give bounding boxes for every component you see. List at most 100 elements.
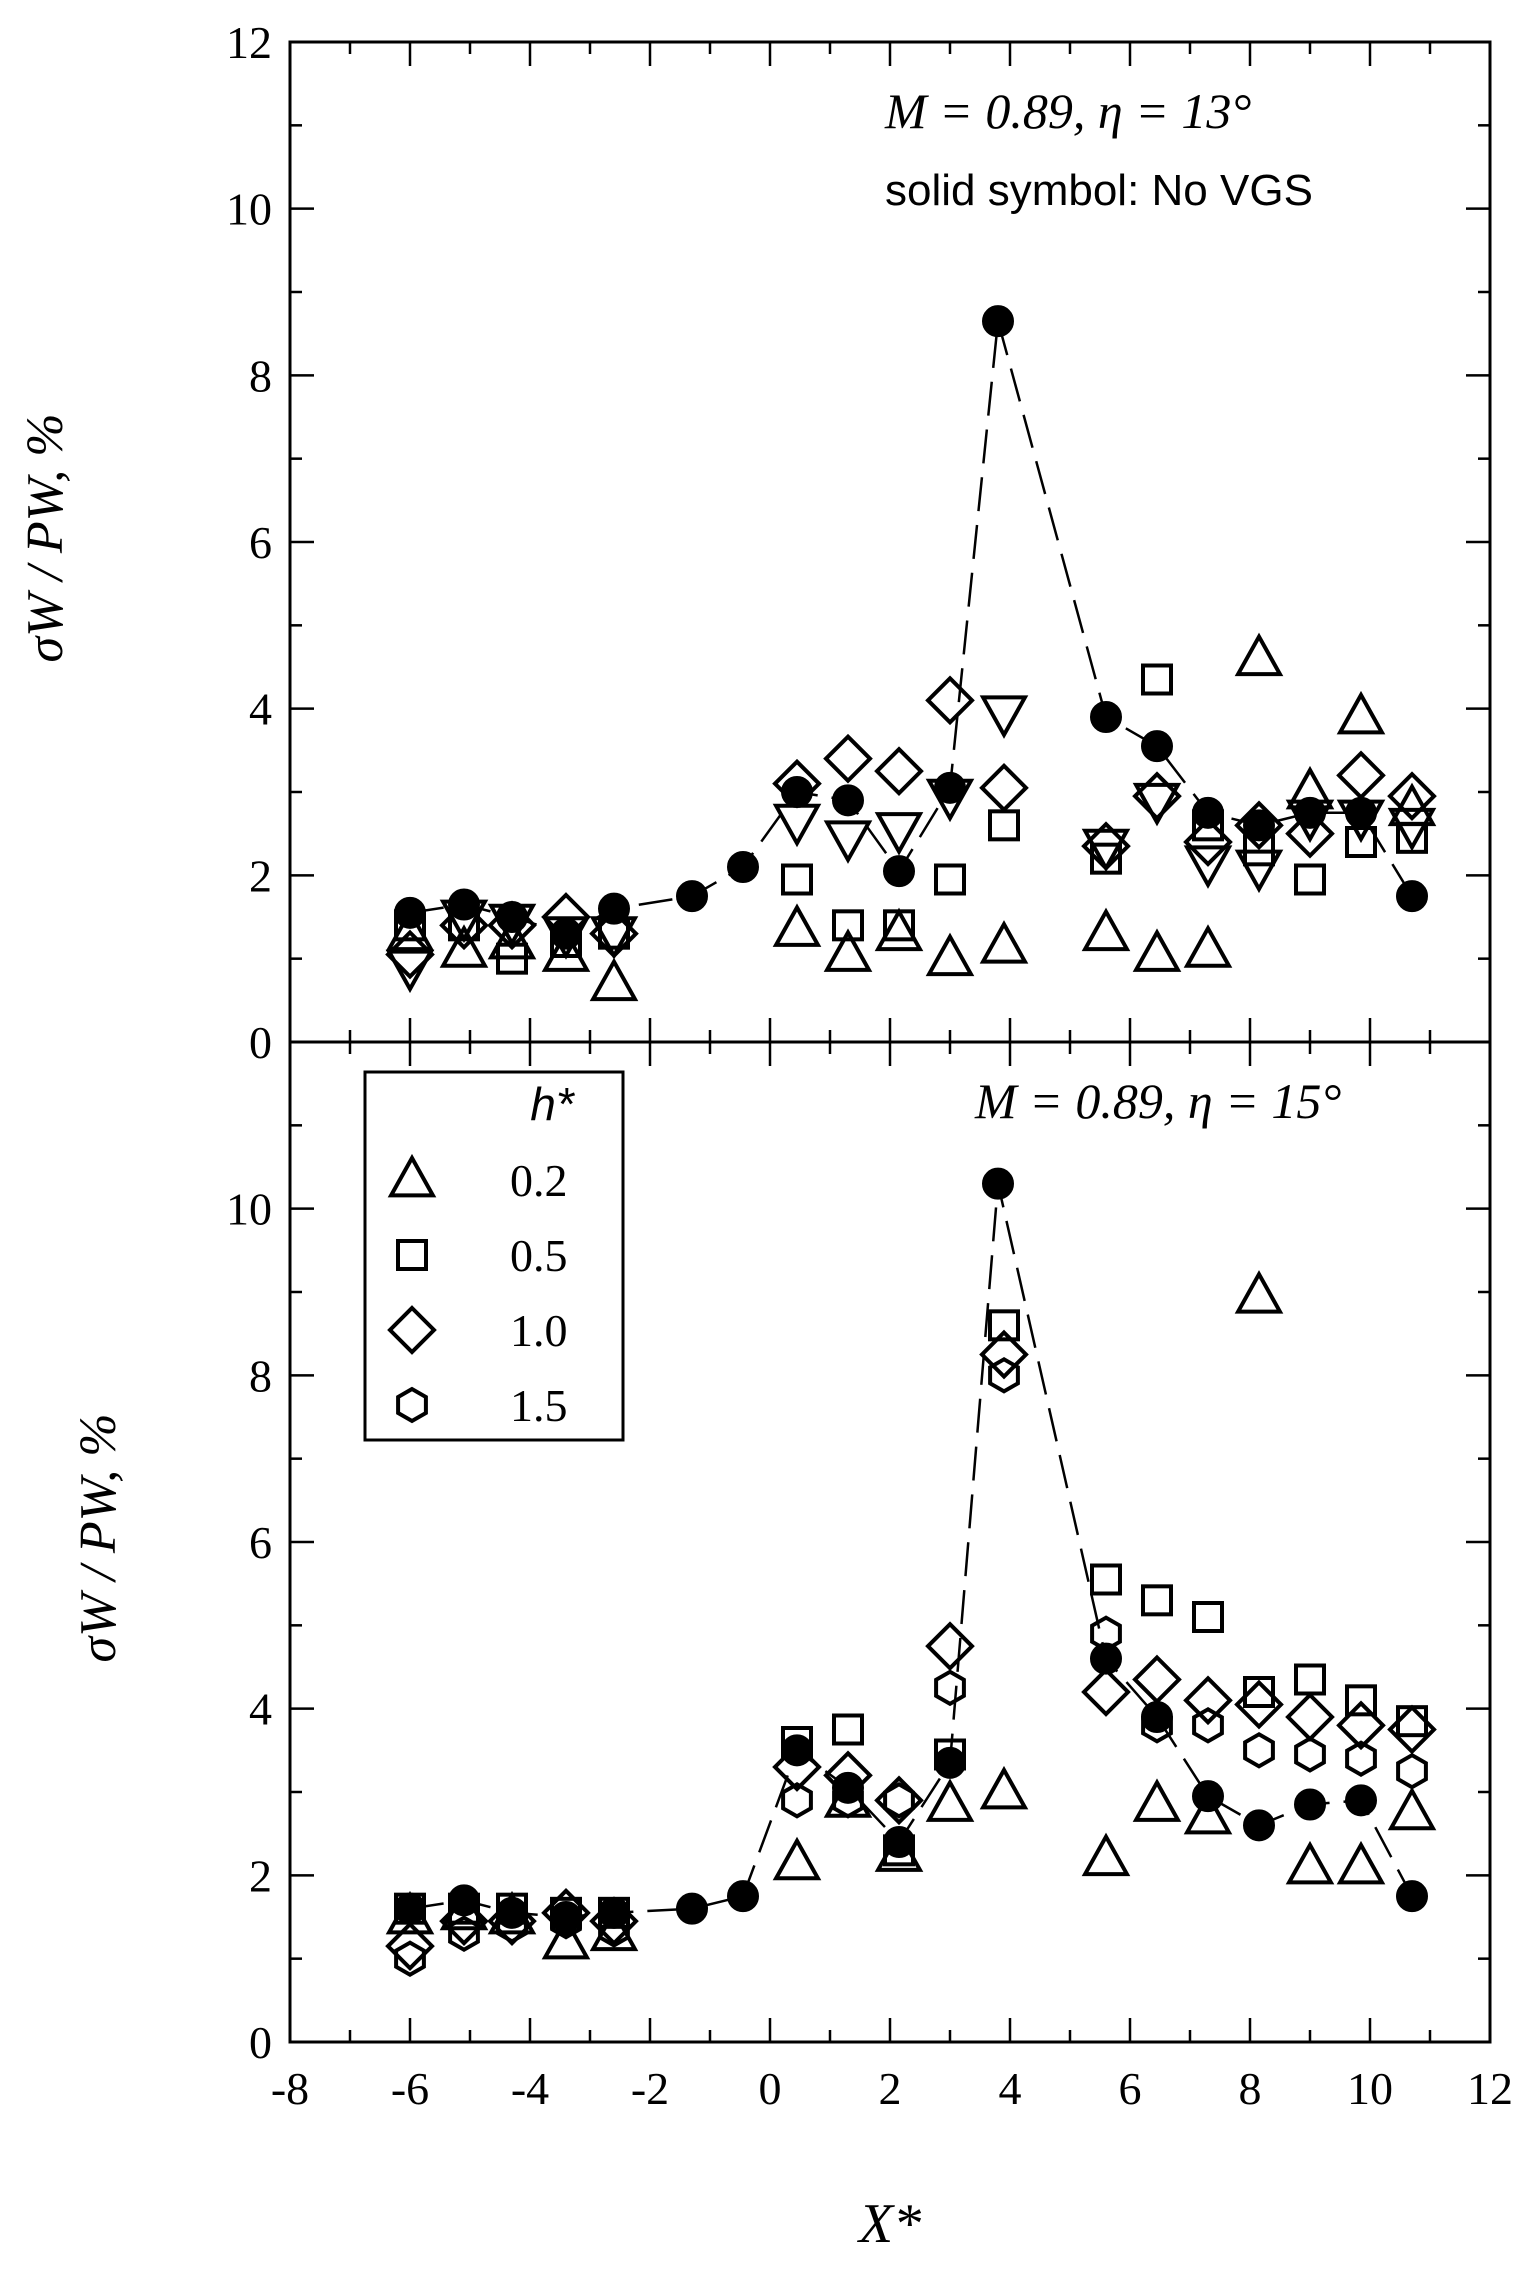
data-point-triangle-up	[541, 1915, 591, 1960]
top-axis-ticks	[288, 40, 1492, 1044]
x-tick-label: 0	[759, 2063, 782, 2114]
data-point-triangle-up	[1234, 1270, 1284, 1314]
data-point-circle-filled	[394, 896, 426, 929]
data-point-circle-filled	[550, 917, 582, 950]
x-axis-label: X*	[857, 2193, 921, 2255]
data-point-hexagon	[598, 1911, 630, 1948]
y-tick-label: 10	[226, 1184, 272, 1235]
data-point-circle-filled	[982, 305, 1014, 338]
legend-marker-diamond	[387, 1305, 437, 1355]
data-point-square	[832, 909, 864, 942]
data-point-diamond	[1336, 1700, 1386, 1751]
data-point-diamond	[1183, 817, 1233, 867]
data-point-diamond	[439, 900, 489, 951]
top-annotation-mach-angle: M = 0.89, η = 13°	[884, 83, 1251, 139]
data-point-circle-filled	[883, 1826, 915, 1858]
data-point-circle-filled	[1243, 809, 1275, 842]
data-point-triangle-up	[772, 903, 822, 947]
data-point-circle-filled	[1243, 1809, 1275, 1842]
legend-entry-label: 0.5	[510, 1230, 568, 1281]
top-markers	[385, 305, 1437, 1002]
bottom-y-tick-labels: 0 2 4 6 8 10	[226, 1184, 272, 2068]
data-point-triangle-up	[541, 928, 591, 972]
y-tick-label: 8	[249, 1350, 272, 1401]
data-point-diamond	[385, 1921, 435, 1971]
bottom-panel: 0 2 4 6 8 10 -8 -6 -4 -2 0 2 4 6 8 10 12 M = 0.89, η = …	[70, 1040, 1513, 2255]
data-point-circle-filled	[550, 1901, 582, 1933]
data-point-square	[1090, 842, 1122, 875]
legend-marker-hexagon	[396, 1386, 428, 1424]
data-point-circle-filled	[1090, 701, 1122, 733]
x-tick-label: 12	[1467, 2063, 1513, 2114]
x-tick-label: -2	[631, 2063, 669, 2114]
data-point-triangle-down	[1081, 828, 1131, 873]
x-tick-label: 10	[1347, 2063, 1393, 2114]
data-point-circle-filled	[1345, 1784, 1377, 1817]
data-point-triangle-up	[1336, 690, 1386, 735]
data-point-circle-filled	[1345, 796, 1377, 829]
data-point-square	[1294, 1663, 1326, 1696]
data-point-triangle-up	[925, 1778, 975, 1822]
y-tick-label: 2	[249, 1850, 272, 1901]
data-point-diamond	[1234, 1679, 1284, 1730]
data-point-diamond	[1387, 771, 1437, 821]
x-tick-label: 6	[1119, 2063, 1142, 2114]
x-tick-label: 8	[1239, 2063, 1262, 2114]
data-point-hexagon	[781, 1781, 813, 1819]
data-point-triangle-down	[1234, 849, 1284, 894]
bottom-axis-ticks	[288, 1040, 1492, 2044]
data-point-hexagon	[1243, 1731, 1275, 1769]
data-point-circle-filled	[448, 1884, 480, 1917]
legend-entry-label: 1.5	[510, 1380, 568, 1431]
y-tick-label: 0	[249, 2017, 272, 2068]
data-point-circle-filled	[496, 901, 528, 933]
data-point-circle-filled	[598, 1896, 630, 1929]
data-point-hexagon	[1192, 1706, 1224, 1744]
x-tick-labels: -8 -6 -4 -2 0 2 4 6 8 10 12	[271, 2063, 1513, 2114]
data-point-hexagon	[448, 1915, 480, 1953]
data-point-triangle-up	[1132, 1778, 1182, 1822]
data-point-diamond	[1081, 1667, 1131, 1717]
data-point-hexagon	[1396, 1752, 1428, 1790]
data-point-circle-filled	[1192, 796, 1224, 829]
data-point-triangle-down	[385, 949, 435, 994]
data-point-diamond	[439, 1896, 489, 1946]
data-point-circle-filled	[781, 776, 813, 808]
x-tick-label: 2	[879, 2063, 902, 2114]
data-point-hexagon	[1294, 1736, 1326, 1773]
data-point-circle-filled	[883, 855, 915, 888]
data-point-circle-filled	[1396, 880, 1428, 913]
data-point-circle-filled	[1396, 1880, 1428, 1913]
data-point-triangle-down	[1387, 807, 1437, 852]
data-point-square	[1396, 1705, 1428, 1738]
bottom-annotation-mach-angle: M = 0.89, η = 15°	[974, 1073, 1341, 1129]
data-point-diamond	[925, 675, 975, 726]
data-point-triangle-up	[772, 1836, 822, 1881]
data-point-triangle-up	[439, 924, 489, 968]
data-point-triangle-down	[772, 803, 822, 848]
data-point-circle-filled	[1294, 1788, 1326, 1821]
data-point-circle-filled	[676, 1892, 708, 1925]
legend-entry-label: 1.0	[510, 1305, 568, 1356]
x-tick-label: -8	[271, 2063, 309, 2114]
x-tick-label: -6	[391, 2063, 429, 2114]
data-point-square	[1294, 863, 1326, 896]
bottom-markers	[385, 1167, 1437, 1978]
data-point-circle-filled	[934, 1746, 966, 1779]
data-point-circle-filled	[1141, 730, 1173, 763]
data-point-circle-filled	[727, 851, 759, 883]
data-point-diamond	[1132, 1654, 1182, 1705]
legend-box	[363, 1070, 625, 1442]
y-tick-label: 2	[249, 850, 272, 901]
data-point-diamond	[925, 1621, 975, 1671]
data-point-triangle-up	[1081, 907, 1131, 952]
y-tick-label: 12	[226, 17, 272, 68]
data-point-triangle-up	[1183, 1790, 1233, 1835]
data-point-diamond	[541, 1888, 591, 1938]
data-point-square	[988, 809, 1020, 842]
data-point-square	[1192, 1601, 1224, 1633]
y-tick-label: 4	[249, 1684, 272, 1735]
data-point-triangle-up	[1183, 924, 1233, 968]
data-point-circle-filled	[676, 880, 708, 913]
data-point-square	[934, 863, 966, 896]
